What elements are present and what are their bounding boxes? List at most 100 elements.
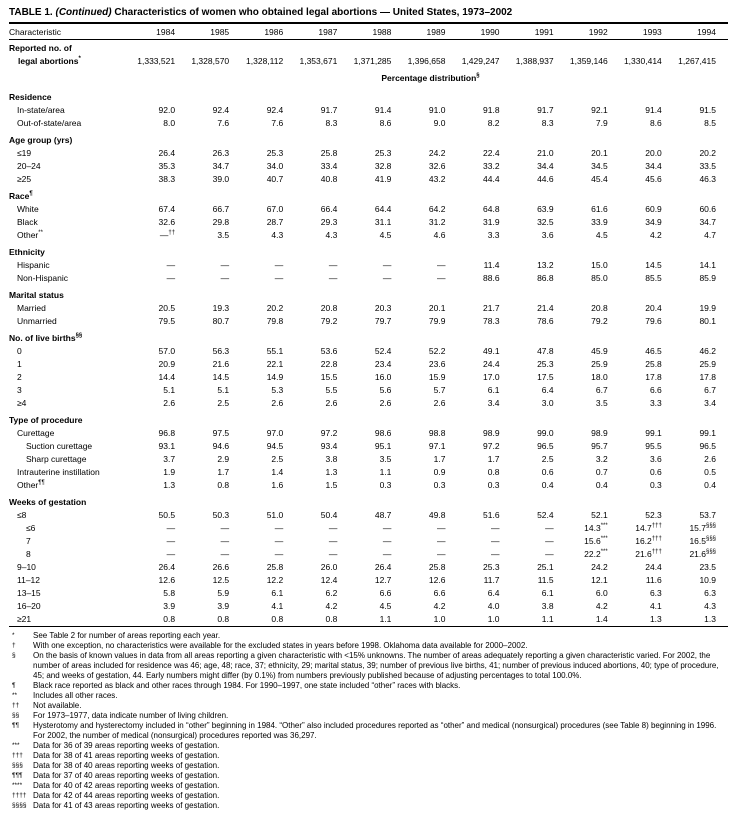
footnote: ¶¶¶ Data for 37 of 40 areas reporting wee… [9, 771, 728, 781]
table-cell: 8.5 [704, 118, 716, 128]
table-cell: 15.6*** [584, 536, 608, 546]
footnote-text: With one exception, no characteristics w… [33, 641, 528, 650]
table-cell: 0.4 [595, 480, 608, 490]
table-cell: 25.1 [537, 562, 554, 572]
table-cell: 5.3 [271, 385, 284, 395]
section-row: Residence [9, 87, 728, 104]
table-cell: 2.6 [271, 398, 284, 408]
footnote-marker: †††† [12, 792, 27, 799]
table-cell: 99.1 [699, 428, 716, 438]
footnote-text: Data for 42 of 44 areas reporting weeks … [33, 791, 220, 800]
table-cell: 0.8 [487, 467, 500, 477]
table-cell: — [328, 549, 338, 559]
table-cell: — [436, 523, 446, 533]
column-header-year: 1985 [187, 24, 242, 40]
table-cell: —†† [159, 230, 176, 240]
table-cell: 25.3 [537, 359, 554, 369]
table-cell: 5.1 [163, 385, 176, 395]
table-cell: 57.0 [158, 346, 176, 356]
table-cell: 25.9 [699, 359, 716, 369]
footnote-text: Data for 38 of 41 areas reporting weeks … [33, 751, 220, 760]
footnote-marker: ¶ [12, 682, 16, 689]
table-cell: 4.5 [379, 230, 392, 240]
table-cell: 21.7 [483, 303, 500, 313]
table-cell: 61.6 [591, 204, 608, 214]
table-cell: 2.6 [704, 454, 716, 464]
section-row: No. of live births§§ [9, 328, 728, 345]
table-cell: 1.7 [487, 454, 500, 464]
table-cell: 22.4 [483, 148, 500, 158]
table-cell: 20.3 [374, 303, 392, 313]
table-cell: 43.2 [428, 174, 446, 184]
table-cell: 2.6 [163, 398, 176, 408]
table-cell: 51.6 [483, 510, 500, 520]
footnote-text: Data for 40 of 42 areas reporting weeks … [33, 781, 220, 790]
table-cell: 19.3 [212, 303, 230, 313]
table-cell: 26.4 [158, 562, 176, 572]
table-cell: 11.4 [483, 260, 500, 270]
table-cell: 41.9 [374, 174, 392, 184]
table-cell: — [436, 549, 446, 559]
table-cell: — [274, 523, 284, 533]
table-cell: 39.0 [212, 174, 230, 184]
table-cell: 32.5 [537, 217, 554, 227]
table-cell: 99.0 [537, 428, 554, 438]
table-cell: 20.0 [645, 148, 662, 158]
table-cell: 0.3 [487, 480, 500, 490]
table-cell: 31.2 [428, 217, 446, 227]
page: TABLE 1. (Continued) Characteristics of … [9, 7, 728, 810]
table-cell: — [328, 536, 338, 546]
table-cell: 26.4 [158, 148, 176, 158]
table-cell: 34.5 [591, 161, 608, 171]
table-cell: 14.5 [212, 372, 230, 382]
table-cell: 1.9 [163, 467, 176, 477]
table-cell: 6.3 [649, 588, 662, 598]
table-cell: 16.5§§§ [689, 536, 716, 546]
table-cell: 0.7 [595, 467, 608, 477]
table-row: ≥21 0.8 0.8 0.8 0.8 1.1 1.0 1.0 1.1 1.4 1.3 1.3 [9, 613, 728, 627]
table-cell: 8.6 [649, 118, 662, 128]
table-cell: 98.9 [591, 428, 608, 438]
table-cell: 9.0 [433, 118, 446, 128]
table-cell: 1.3 [325, 467, 338, 477]
row-label: 11–12 [17, 575, 41, 585]
footnote-marker: ** [12, 692, 18, 699]
table-cell: 4.2 [595, 601, 608, 611]
table-cell: 15.5 [320, 372, 338, 382]
table-cell: 29.3 [320, 217, 338, 227]
table-cell: — [166, 523, 176, 533]
table-cell: 53.7 [699, 510, 716, 520]
table-cell: — [382, 273, 392, 283]
table-cell: 40.7 [266, 174, 284, 184]
table-cell: 24.4 [483, 359, 500, 369]
footnote-marker: † [12, 642, 16, 649]
table-cell: 24.4 [645, 562, 662, 572]
table-cell: 79.2 [320, 316, 338, 326]
table-cell: 2.6 [433, 398, 446, 408]
table-row: Married 20.5 19.3 20.2 20.8 20.3 20.1 21.7 21.4 2… [9, 302, 728, 315]
table-cell: 8.2 [487, 118, 500, 128]
table-cell: 63.9 [537, 204, 554, 214]
footnote-marker: *** [12, 742, 20, 749]
section-label: Type of procedure [9, 415, 83, 425]
table-row: 0 57.0 56.3 55.1 53.6 52.4 52.2 49.1 47.8 45.9 46.… [9, 345, 728, 358]
footnote-text: Not available. [33, 701, 82, 710]
column-header-year: 1990 [457, 24, 512, 40]
table-cell: 34.9 [645, 217, 662, 227]
footnote: † With one exception, no characteristics … [9, 641, 728, 651]
row-label: ≤8 [17, 510, 27, 520]
table-cell: 0.8 [271, 614, 284, 624]
table-cell: 5.9 [217, 588, 230, 598]
table-cell: 3.4 [704, 398, 716, 408]
table-cell: 1.7 [433, 454, 446, 464]
section-label: Ethnicity [9, 247, 45, 257]
table-cell: 25.3 [266, 148, 284, 158]
table-cell: 8.3 [325, 118, 338, 128]
table-cell: 55.1 [266, 346, 284, 356]
table-cell: 21.6§§§ [689, 549, 716, 559]
header-row: Characteristic 1984 1985 1986 1987 1988 1989 19… [9, 24, 728, 40]
row-label: ≥25 [17, 174, 32, 184]
table-cell: — [436, 536, 446, 546]
table-cell: 3.5 [379, 454, 392, 464]
table-cell: 1.3 [704, 614, 716, 624]
